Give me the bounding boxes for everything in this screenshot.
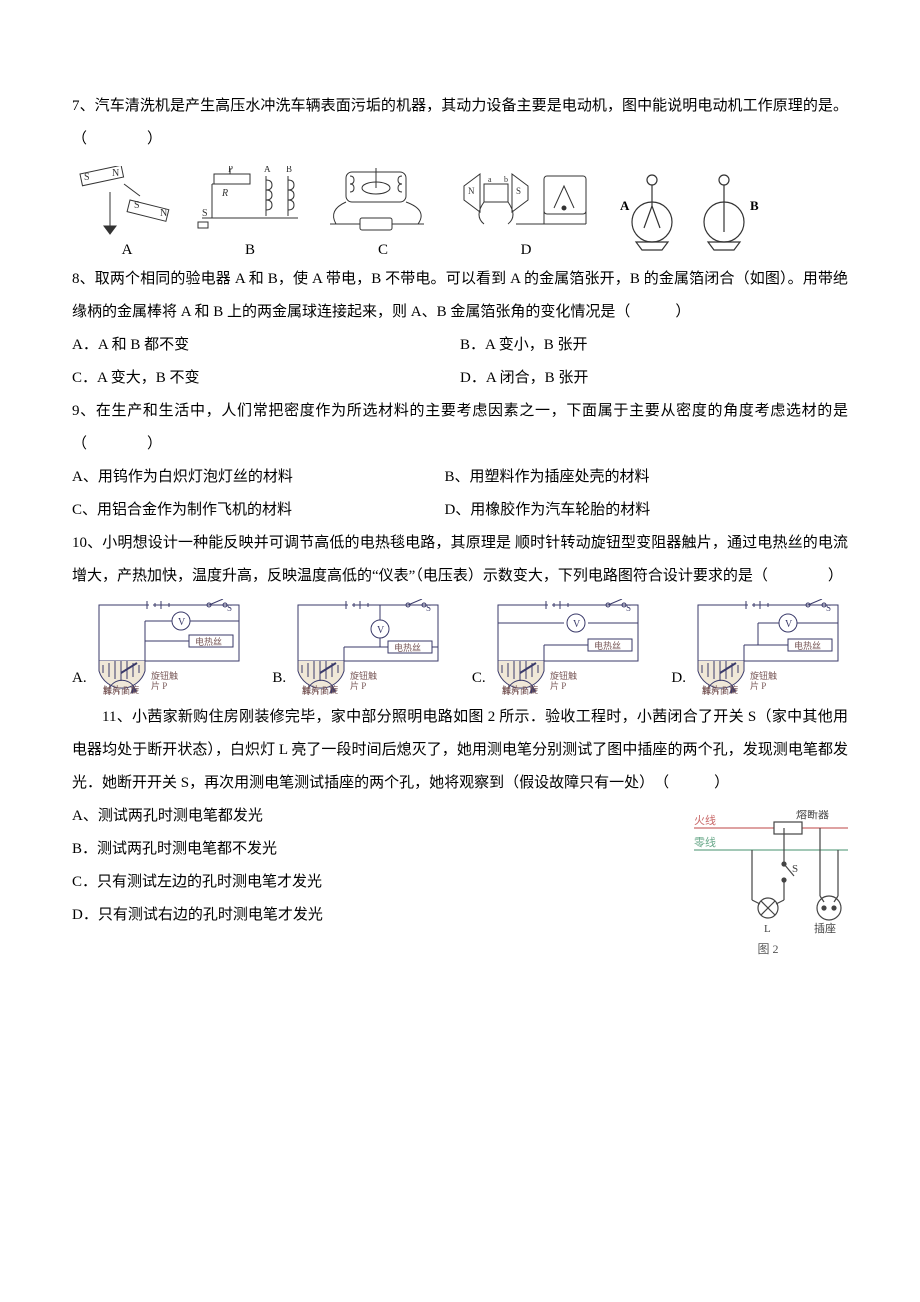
q7-fig-b: P R A B S B xyxy=(190,166,310,259)
q10-label-d: D. xyxy=(671,670,686,695)
svg-text:L: L xyxy=(764,923,771,935)
q10-label-c: C. xyxy=(472,670,486,695)
q11-options: A、测试两孔时测电笔都发光 B．测试两孔时测电笔都不发光 C．只有测试左边的孔时… xyxy=(72,800,678,932)
circuit-a-icon: S V 电热丝 旋 xyxy=(89,599,249,695)
svg-text:S: S xyxy=(202,208,208,219)
svg-text:火线: 火线 xyxy=(694,813,716,827)
svg-text:片 P: 片 P xyxy=(151,680,167,691)
q11-opt-d: D．只有测试右边的孔时测电笔才发光 xyxy=(72,899,678,932)
q11-caption: 图 2 xyxy=(688,940,848,957)
household-circuit-icon: 熔断器 火线 零线 S L xyxy=(688,810,858,940)
circuit-c-icon: S V 电热丝 旋钮触 片 P xyxy=(488,599,648,695)
q11-block: A、测试两孔时测电笔都发光 B．测试两孔时测电笔都不发光 C．只有测试左边的孔时… xyxy=(72,800,848,957)
q10-fig-b: B. S V 电热丝 xyxy=(272,599,448,695)
q8-text: 8、取两个相同的验电器 A 和 B，使 A 带电，B 不带电。可以看到 A 的金… xyxy=(72,263,848,329)
svg-text:N: N xyxy=(112,168,119,179)
svg-text:转方向: 转方向 xyxy=(702,686,729,695)
q9-opt-a: A、用钨作为白炽灯泡灯丝的材料 xyxy=(72,461,444,494)
q11-opt-a: A、测试两孔时测电笔都发光 xyxy=(72,800,678,833)
svg-text:转方向: 转方向 xyxy=(103,686,130,695)
q7-label-b: B xyxy=(245,242,255,259)
electroscope-icon: A B xyxy=(612,170,762,256)
circuit-d-icon: S V 电热丝 旋钮触 片 P xyxy=(688,599,848,695)
rheostat-coil-icon: P R A B S xyxy=(190,166,310,238)
q7-fig-a: S N S N A xyxy=(72,166,182,259)
svg-text:S: S xyxy=(516,186,521,196)
q7-label-a: A xyxy=(122,242,133,259)
q10-fig-c: C. S V 电热丝 xyxy=(472,599,648,695)
q8-electroscope-figure: A B xyxy=(612,170,762,256)
circuit-b-icon: S V 电热丝 旋钮触 片 P 触片 P 旋 xyxy=(288,599,448,695)
q10-fig-a: A. S V 电热丝 xyxy=(72,599,249,695)
svg-text:电热丝: 电热丝 xyxy=(195,636,222,647)
q11-opt-c: C．只有测试左边的孔时测电笔才发光 xyxy=(72,866,678,899)
svg-text:S: S xyxy=(426,603,431,613)
svg-text:转方向: 转方向 xyxy=(502,686,529,695)
q11-circuit-figure: 熔断器 火线 零线 S L xyxy=(678,800,848,957)
q10-figures: A. S V 电热丝 xyxy=(72,599,848,695)
svg-text:熔断器: 熔断器 xyxy=(796,810,829,821)
q8-opt-d: D．A 闭合，B 张开 xyxy=(460,362,848,395)
svg-text:旋钮触: 旋钮触 xyxy=(550,670,577,681)
svg-text:转方向: 转方向 xyxy=(302,686,329,695)
svg-text:V: V xyxy=(377,625,385,636)
svg-text:片 P: 片 P xyxy=(750,680,766,691)
svg-text:旋钮触: 旋钮触 xyxy=(750,670,777,681)
magnet-compass-icon: S N S N xyxy=(72,166,182,238)
svg-text:S: S xyxy=(227,603,232,613)
svg-text:B: B xyxy=(286,166,292,174)
q7-fig-c: C xyxy=(318,166,448,259)
motor-meter-icon: N S a b xyxy=(456,166,596,238)
q8-options-row2: C．A 变大，B 不变 D．A 闭合，B 张开 xyxy=(72,362,848,395)
svg-text:片 P: 片 P xyxy=(550,680,566,691)
svg-text:片 P: 片 P xyxy=(350,680,366,691)
svg-text:B: B xyxy=(750,198,759,213)
svg-text:A: A xyxy=(264,166,271,174)
q7-figures: S N S N A P R A B xyxy=(72,166,848,259)
q10-label-a: A. xyxy=(72,670,87,695)
q8-opt-a: A．A 和 B 都不变 xyxy=(72,329,460,362)
svg-text:R: R xyxy=(221,188,228,199)
q10-fig-d: D. S V 电热丝 xyxy=(671,599,848,695)
q9-opt-d: D、用橡胶作为汽车轮胎的材料 xyxy=(444,494,816,527)
q10-label-b: B. xyxy=(272,670,286,695)
svg-text:S: S xyxy=(84,172,90,183)
svg-text:N: N xyxy=(160,208,167,219)
q7-label-d: D xyxy=(521,242,532,259)
q10-text: 10、小明想设计一种能反映并可调节高低的电热毯电路，其原理是 顺时针转动旋钮型变… xyxy=(72,527,848,593)
generator-icon xyxy=(318,166,448,238)
svg-text:电热丝: 电热丝 xyxy=(594,640,621,651)
svg-text:零线: 零线 xyxy=(694,835,716,849)
svg-text:电热丝: 电热丝 xyxy=(394,642,421,653)
svg-text:P: P xyxy=(228,166,233,174)
q8-options-row1: A．A 和 B 都不变 B．A 变小，B 张开 xyxy=(72,329,848,362)
q7-fig-d: N S a b D xyxy=(456,166,596,259)
svg-text:V: V xyxy=(178,617,186,628)
q8-opt-b: B．A 变小，B 张开 xyxy=(460,329,848,362)
svg-text:N: N xyxy=(468,186,475,196)
svg-text:A: A xyxy=(620,198,630,213)
q8-opt-c: C．A 变大，B 不变 xyxy=(72,362,460,395)
q9-text: 9、在生产和生活中，人们常把密度作为所选材料的主要考虑因素之一，下面属于主要从密… xyxy=(72,395,848,461)
svg-text:S: S xyxy=(826,603,831,613)
q9-options-row1: A、用钨作为白炽灯泡灯丝的材料 B、用塑料作为插座处壳的材料 xyxy=(72,461,848,494)
q9-opt-c: C、用铝合金作为制作飞机的材料 xyxy=(72,494,444,527)
svg-text:插座: 插座 xyxy=(814,921,836,935)
svg-text:旋钮触: 旋钮触 xyxy=(350,670,377,681)
svg-text:a: a xyxy=(488,175,492,184)
svg-text:V: V xyxy=(785,619,793,630)
svg-text:b: b xyxy=(504,175,508,184)
svg-text:V: V xyxy=(573,619,581,630)
q9-options-row2: C、用铝合金作为制作飞机的材料 D、用橡胶作为汽车轮胎的材料 xyxy=(72,494,848,527)
q11-text: 11、小茜家新购住房刚装修完毕，家中部分照明电路如图 2 所示．验收工程时，小茜… xyxy=(72,701,848,800)
svg-text:旋钮触: 旋钮触 xyxy=(151,670,178,681)
svg-text:电热丝: 电热丝 xyxy=(794,640,821,651)
q9-opt-b: B、用塑料作为插座处壳的材料 xyxy=(444,461,816,494)
svg-text:S: S xyxy=(626,603,631,613)
svg-text:S: S xyxy=(792,863,798,875)
q11-opt-b: B．测试两孔时测电笔都不发光 xyxy=(72,833,678,866)
q7-text: 7、汽车清洗机是产生高压水冲洗车辆表面污垢的机器，其动力设备主要是电动机，图中能… xyxy=(72,90,848,156)
q7-label-c: C xyxy=(378,242,388,259)
svg-text:S: S xyxy=(134,200,140,211)
